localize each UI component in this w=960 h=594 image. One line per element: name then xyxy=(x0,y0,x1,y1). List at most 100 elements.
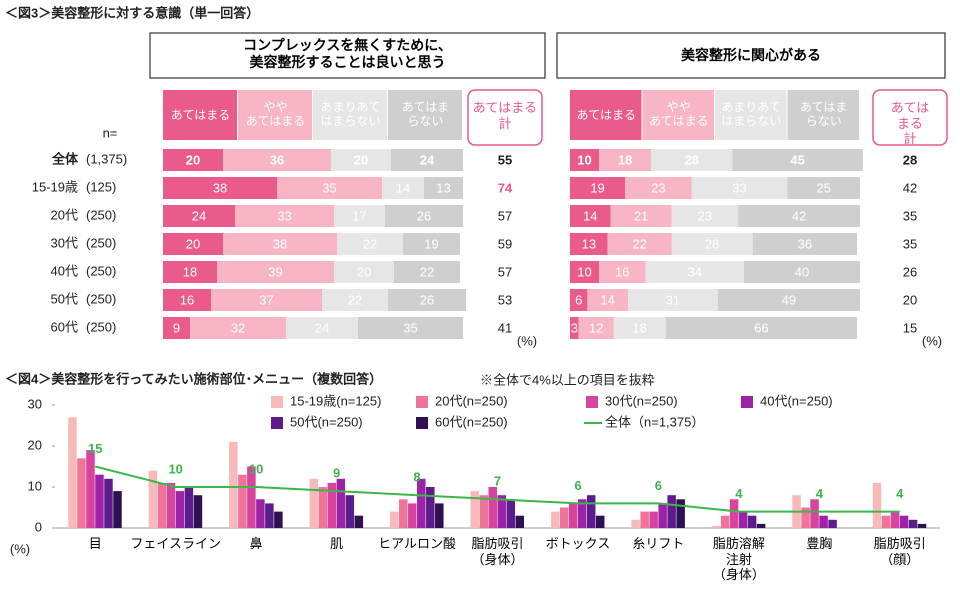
bar xyxy=(899,515,909,528)
bar-segment xyxy=(787,177,860,199)
bar-value: 28 xyxy=(685,152,699,167)
bar-segment xyxy=(322,289,388,311)
x-tick-label: 鼻 xyxy=(249,536,263,551)
bar-segment xyxy=(286,317,358,339)
bar xyxy=(747,515,757,528)
bar-value: 26 xyxy=(417,208,431,223)
bar-value: 31 xyxy=(666,292,680,307)
bar-segment xyxy=(403,233,460,255)
bar-value: 19 xyxy=(424,236,438,251)
bar-value: 24 xyxy=(192,208,206,223)
line-value: 6 xyxy=(655,478,662,493)
bar-value: 10 xyxy=(577,152,591,167)
legend-label: やや あてはまる xyxy=(245,100,306,129)
bar-segment xyxy=(223,233,337,255)
bar-value: 14 xyxy=(396,180,410,195)
bar xyxy=(819,515,828,528)
bar-value: 22 xyxy=(363,236,377,251)
bar-segment xyxy=(610,205,672,227)
bar xyxy=(729,499,739,528)
bar-value: 40 xyxy=(795,264,809,279)
bar-segment xyxy=(665,317,858,339)
row-n: (1,375) xyxy=(86,151,127,166)
bar-value: 16 xyxy=(615,264,629,279)
total-value: 28 xyxy=(903,152,917,167)
bar xyxy=(756,523,766,528)
total-value: 35 xyxy=(903,236,917,251)
bar-value: 21 xyxy=(634,208,648,223)
bar-value: 20 xyxy=(186,152,200,167)
bar xyxy=(265,503,274,528)
row-label: 40代 xyxy=(51,263,78,278)
bar-value: 66 xyxy=(754,320,768,335)
bar-segment xyxy=(217,261,334,283)
bar xyxy=(631,519,640,528)
x-tick-label: 脂肪溶解 注射 （身体） xyxy=(712,536,765,583)
bar xyxy=(550,511,560,528)
bar xyxy=(649,511,658,528)
x-tick-label: ヒアルロン酸 xyxy=(378,536,456,551)
bar xyxy=(104,478,113,528)
total-header: あてはまる 計 xyxy=(472,100,538,131)
bar-segment xyxy=(570,317,579,339)
bar-value: 36 xyxy=(270,152,284,167)
bar-segment xyxy=(337,233,403,255)
bar-value: 18 xyxy=(632,320,646,335)
bar xyxy=(586,495,596,528)
row-label: 全体 xyxy=(51,151,79,166)
total-value: 59 xyxy=(498,236,512,251)
bar-segment xyxy=(738,205,860,227)
bar-segment xyxy=(671,233,753,255)
bar xyxy=(658,503,667,528)
bar-segment xyxy=(163,205,235,227)
y-tick-label: 10 xyxy=(28,478,42,493)
panel-header: コンプレックスを無くすために、 美容整形することは良いと思う xyxy=(243,37,452,70)
bar-segment xyxy=(235,205,334,227)
bar-segment xyxy=(190,317,286,339)
bar-segment xyxy=(599,149,652,171)
bar-value: 36 xyxy=(798,236,812,251)
bar xyxy=(497,495,506,528)
bar-segment xyxy=(391,149,463,171)
bar-value: 19 xyxy=(590,180,604,195)
bar xyxy=(408,503,417,528)
bar-value: 20 xyxy=(354,152,368,167)
total-value: 42 xyxy=(903,180,917,195)
bar xyxy=(157,482,167,528)
legend-cell xyxy=(388,90,462,140)
bar-segment xyxy=(645,261,744,283)
bar-segment xyxy=(578,317,614,339)
bar-value: 38 xyxy=(213,180,227,195)
row-n: (250) xyxy=(86,235,116,250)
bar xyxy=(595,515,605,528)
bar-segment xyxy=(424,177,463,199)
line-value: 4 xyxy=(896,486,904,501)
bar-segment xyxy=(570,233,608,255)
bar-segment xyxy=(717,289,860,311)
bar-segment xyxy=(628,289,718,311)
figure-title: ＜図3＞美容整形に対する意識（単一回答） xyxy=(5,5,259,20)
bar-segment xyxy=(570,205,611,227)
legend-cell xyxy=(570,90,642,140)
bar-segment xyxy=(163,233,223,255)
bar-segment xyxy=(388,289,466,311)
bar xyxy=(470,491,479,528)
total-value: 74 xyxy=(498,180,513,195)
bar xyxy=(908,519,918,528)
bar-segment xyxy=(334,205,385,227)
legend-label: 60代(n=250) xyxy=(435,414,508,429)
bar-value: 22 xyxy=(632,236,646,251)
legend-label: 20代(n=250) xyxy=(435,393,508,408)
bar-value: 42 xyxy=(792,208,806,223)
bar-segment xyxy=(223,149,331,171)
legend-swatch xyxy=(741,396,753,408)
bar-value: 25 xyxy=(817,180,831,195)
bar-segment xyxy=(691,177,788,199)
legend-swatch xyxy=(416,417,428,429)
bar xyxy=(417,478,426,528)
legend-label: あてはまる xyxy=(576,108,637,122)
bar-segment xyxy=(163,317,190,339)
bar-segment xyxy=(163,177,277,199)
